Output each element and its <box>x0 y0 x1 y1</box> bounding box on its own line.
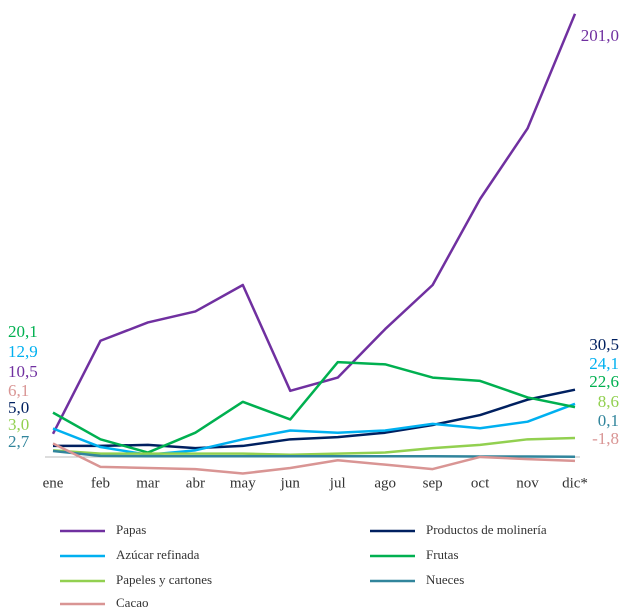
x-tick-label: nov <box>516 475 539 491</box>
value-label: 12,9 <box>8 342 38 361</box>
x-tick-label: ago <box>374 475 396 491</box>
x-tick-label: jul <box>329 475 346 491</box>
value-label: 0,1 <box>598 411 619 430</box>
value-label: 22,6 <box>589 372 619 391</box>
legend-label: Azúcar refinada <box>116 547 200 562</box>
x-tick-label: abr <box>186 475 205 491</box>
series-line <box>52 436 576 456</box>
value-label: 24,1 <box>589 354 619 373</box>
value-label: 20,1 <box>8 322 38 341</box>
series-line <box>52 442 576 475</box>
x-tick-label: mar <box>136 475 159 491</box>
x-tick-label: ene <box>43 475 64 491</box>
legend-label: Frutas <box>426 547 459 562</box>
x-tick-label: sep <box>423 475 443 491</box>
legend-label: Cacao <box>116 595 148 610</box>
x-tick-label: oct <box>471 475 490 491</box>
legend-label: Productos de molinería <box>426 522 547 537</box>
value-label: 2,7 <box>8 432 30 451</box>
x-tick-label: feb <box>91 475 110 491</box>
legend-label: Nueces <box>426 572 464 587</box>
value-label: 30,5 <box>589 335 619 354</box>
x-tick-label: jun <box>280 475 301 491</box>
series-line <box>52 360 576 454</box>
value-label: 3,0 <box>8 415 29 434</box>
value-label: 6,1 <box>8 381 29 400</box>
x-tick-label: may <box>230 475 256 491</box>
value-label: 8,6 <box>598 392 619 411</box>
series-line <box>53 388 576 450</box>
value-label: 5,0 <box>8 398 29 417</box>
value-label: 201,0 <box>581 26 619 45</box>
legend-label: Papas <box>116 522 146 537</box>
x-tick-label: dic* <box>562 475 588 491</box>
legend-label: Papeles y cartones <box>116 572 212 587</box>
value-label: 10,5 <box>8 362 38 381</box>
value-label: -1,8 <box>592 429 619 448</box>
series-line <box>51 13 577 435</box>
